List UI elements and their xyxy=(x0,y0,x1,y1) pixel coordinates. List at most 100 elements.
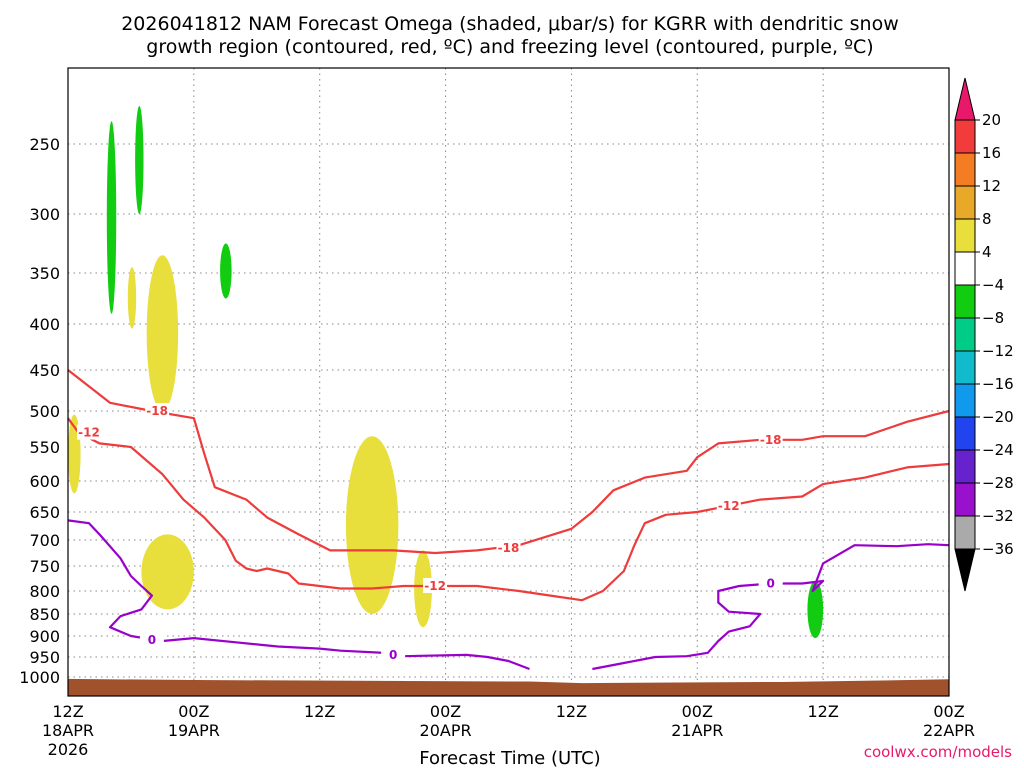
freezing-level-label-bg xyxy=(139,632,164,648)
isotherm-minus12-label-bg xyxy=(423,578,448,593)
y-tick-label: 600 xyxy=(29,472,60,491)
chart-title-line-1: 2026041812 NAM Forecast Omega (shaded, μ… xyxy=(121,13,899,35)
omega-region xyxy=(220,243,232,299)
y-tick-label: 300 xyxy=(29,205,60,224)
y-tick-label: 950 xyxy=(29,648,60,667)
x-tick-label-top: 12Z xyxy=(556,702,587,721)
x-tick-label-top: 12Z xyxy=(52,702,83,721)
omega-region xyxy=(345,436,399,614)
isotherm-minus18-label-bg xyxy=(758,431,783,447)
x-tick-label-mid: 20APR xyxy=(420,721,472,740)
colorbar: 20 16 12 8 4 −4 −8 −12 −16 −20 −24 −28 −32 −36 xyxy=(954,77,1014,592)
freezing-level-label: 0 xyxy=(148,633,156,647)
x-tick-label-mid: 18APR xyxy=(42,721,94,740)
y-tick-label: 550 xyxy=(29,438,60,457)
colorbar-swatch xyxy=(954,185,976,220)
y-tick-label: 850 xyxy=(29,605,60,624)
isotherm-minus18-label: -18 xyxy=(498,541,520,555)
colorbar-top-arrow xyxy=(954,77,976,121)
isotherm-minus18-label: -18 xyxy=(146,404,168,418)
colorbar-swatch xyxy=(954,482,976,517)
colorbar-label: −28 xyxy=(982,474,1014,492)
colorbar-swatch xyxy=(954,119,976,154)
isotherm-minus12-label-bg xyxy=(76,424,101,440)
x-axis-label: Forecast Time (UTC) xyxy=(419,748,600,768)
omega-region xyxy=(141,534,194,610)
source-credit: coolwx.com/models xyxy=(864,743,1012,761)
freezing-level-label-bg xyxy=(758,575,783,591)
colorbar-swatch xyxy=(954,383,976,418)
colorbar-label: −24 xyxy=(982,441,1014,459)
y-tick-label: 400 xyxy=(29,315,60,334)
isotherm-minus12-label-bg xyxy=(716,497,741,513)
x-tick-label-bot: 2026 xyxy=(48,740,89,759)
y-tick-label: 450 xyxy=(29,361,60,380)
isotherm-minus18-label-bg xyxy=(145,403,170,418)
omega-region xyxy=(414,550,432,628)
isotherm-minus18-label: -18 xyxy=(760,433,782,447)
contour-labels: -18 -18 -18 -12 -12 -12 0 0 0 xyxy=(76,403,783,662)
ground-layer xyxy=(68,678,949,696)
colorbar-swatch xyxy=(954,515,976,550)
colorbar-label: −16 xyxy=(982,375,1014,393)
isotherm-minus12-label: -12 xyxy=(78,426,100,440)
colorbar-swatch xyxy=(954,284,976,319)
freezing-level-line xyxy=(592,543,950,671)
x-tick-label-mid: 19APR xyxy=(168,721,220,740)
colorbar-swatch xyxy=(954,317,976,352)
freezing-level-label: 0 xyxy=(389,648,397,662)
omega-region xyxy=(807,581,824,639)
freezing-level-label: 0 xyxy=(767,577,775,591)
colorbar-swatch xyxy=(954,152,976,187)
x-tick-label-top: 12Z xyxy=(304,702,335,721)
y-tick-label: 900 xyxy=(29,627,60,646)
colorbar-label: −32 xyxy=(982,507,1014,525)
colorbar-label: −20 xyxy=(982,408,1014,426)
freezing-level-label-bg xyxy=(381,646,406,662)
plot-area: -18 -18 -18 -12 -12 -12 0 0 0 xyxy=(67,67,950,697)
x-tick-label-top: 00Z xyxy=(933,702,964,721)
y-tick-label: 750 xyxy=(29,557,60,576)
x-tick-label-top: 00Z xyxy=(178,702,209,721)
colorbar-label: −36 xyxy=(982,540,1014,558)
isotherm-minus18-label-bg xyxy=(496,539,521,555)
y-tick-label: 350 xyxy=(29,264,60,283)
colorbar-swatch xyxy=(954,449,976,484)
colorbar-bottom-arrow xyxy=(954,548,976,592)
y-axis-ticks: 250 300 350 400 450 500 550 600 650 700 750 800 850 9… xyxy=(19,135,60,687)
colorbar-label: −8 xyxy=(982,309,1004,327)
colorbar-swatch xyxy=(954,350,976,385)
y-tick-label: 650 xyxy=(29,503,60,522)
ground-fill xyxy=(68,678,949,696)
y-tick-label: 800 xyxy=(29,582,60,601)
x-tick-label-top: 00Z xyxy=(430,702,461,721)
y-tick-label: 250 xyxy=(29,135,60,154)
colorbar-label: 20 xyxy=(982,111,1001,129)
colorbar-label: 16 xyxy=(982,144,1001,162)
colorbar-swatch xyxy=(954,218,976,253)
chart-title-line-2: growth region (contoured, red, ºC) and f… xyxy=(146,36,873,58)
colorbar-label: −4 xyxy=(982,276,1004,294)
omega-region xyxy=(106,121,117,314)
colorbar-swatch xyxy=(954,416,976,451)
omega-region xyxy=(146,255,179,411)
colorbar-label: −12 xyxy=(982,342,1014,360)
colorbar-label: 12 xyxy=(982,177,1001,195)
x-tick-label-top: 12Z xyxy=(807,702,838,721)
x-tick-label-mid: 22APR xyxy=(923,721,975,740)
x-tick-label-top: 00Z xyxy=(682,702,713,721)
y-tick-label: 500 xyxy=(29,402,60,421)
colorbar-swatch xyxy=(954,251,976,286)
isotherm-minus12-label: -12 xyxy=(424,579,446,593)
x-tick-label-mid: 21APR xyxy=(671,721,723,740)
freezing-level-line xyxy=(67,519,530,671)
colorbar-label: 4 xyxy=(982,243,992,261)
y-tick-label: 1000 xyxy=(19,668,60,687)
y-tick-label: 700 xyxy=(29,531,60,550)
plot-frame xyxy=(67,67,950,697)
omega-region xyxy=(135,106,144,214)
omega-region xyxy=(127,267,137,329)
omega-shading xyxy=(68,106,824,639)
